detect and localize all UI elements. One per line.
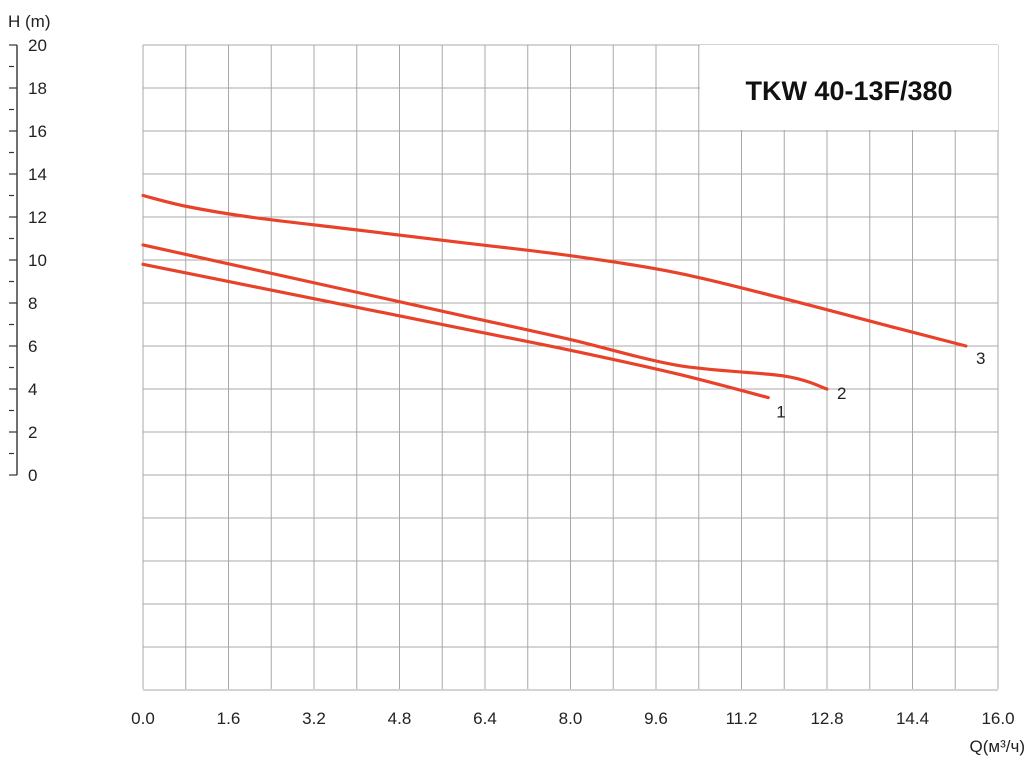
y-axis: 0 2 4 6 8 10 12 14 16 18 20 xyxy=(9,36,47,485)
title-box: TKW 40-13F/380 xyxy=(700,45,998,130)
x-tick-labels: 0.0 1.6 3.2 4.8 6.4 8.0 9.6 11.2 12.8 14.4 16.0 xyxy=(131,709,1014,728)
curve-label-2: 2 xyxy=(837,384,846,403)
x-tick-label: 6.4 xyxy=(473,709,497,728)
y-tick-label: 8 xyxy=(28,294,37,313)
title-background xyxy=(700,45,998,130)
y-tick-label: 2 xyxy=(28,423,37,442)
x-tick-label: 12.8 xyxy=(810,709,843,728)
x-tick-label: 3.2 xyxy=(302,709,326,728)
y-tick-label: 10 xyxy=(28,251,47,270)
x-tick-label: 8.0 xyxy=(559,709,583,728)
x-tick-label: 11.2 xyxy=(726,709,758,728)
curve-label-3: 3 xyxy=(976,349,985,368)
y-tick-label: 16 xyxy=(28,122,47,141)
pump-curve-2 xyxy=(141,243,829,391)
series-lines: 1 2 3 xyxy=(141,193,985,422)
y-tick-label: 14 xyxy=(28,165,47,184)
x-axis-title: Q(м³/ч) xyxy=(970,737,1025,756)
pump-curve-3 xyxy=(141,193,968,348)
x-tick-label: 16.0 xyxy=(981,709,1014,728)
y-tick-label: 20 xyxy=(28,36,47,55)
y-axis-title: H (m) xyxy=(8,12,50,31)
y-tick-label: 18 xyxy=(28,79,47,98)
chart-title: TKW 40-13F/380 xyxy=(745,76,952,106)
x-tick-label: 0.0 xyxy=(131,709,155,728)
x-tick-label: 1.6 xyxy=(217,709,241,728)
x-tick-label: 9.6 xyxy=(644,709,668,728)
y-tick-label: 4 xyxy=(28,380,37,399)
x-tick-label: 14.4 xyxy=(896,709,929,728)
y-tick-label: 0 xyxy=(28,466,37,485)
curve-label-1: 1 xyxy=(776,403,785,422)
pump-curve-1 xyxy=(141,262,770,400)
y-tick-label: 12 xyxy=(28,208,47,227)
grid xyxy=(142,44,999,691)
y-tick-label: 6 xyxy=(28,337,37,356)
x-tick-label: 4.8 xyxy=(388,709,412,728)
